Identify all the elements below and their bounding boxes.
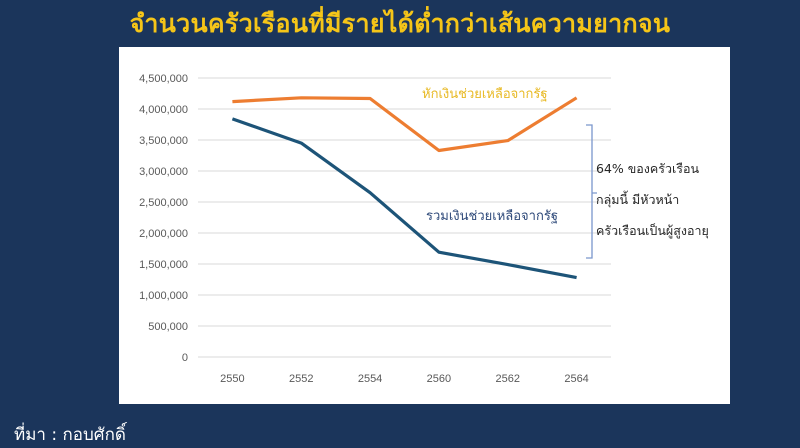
y-tick-label: 2,000,000 [139, 228, 188, 240]
line-chart: 0 500,000 1,000,000 1,500,000 2,000,000 2,500… [139, 73, 611, 385]
series-label-including-aid: รวมเงินช่วยเหลือจากรัฐ [426, 209, 558, 224]
y-tick-label: 1,000,000 [139, 290, 188, 302]
series-label-deducted-aid: หักเงินช่วยเหลือจากรัฐ [422, 87, 548, 102]
x-tick-label: 2552 [289, 373, 313, 385]
x-tick-label: 2550 [220, 373, 244, 385]
x-tick-label: 2562 [496, 373, 520, 385]
annotation-line: ครัวเรือนเป็นผู้สูงอายุ [596, 223, 709, 238]
y-tick-label: 3,500,000 [139, 135, 188, 147]
y-tick-label: 500,000 [148, 321, 188, 333]
x-tick-label: 2564 [564, 373, 588, 385]
y-tick-label: 4,000,000 [139, 104, 188, 116]
annotation-line: กลุ่มนี้ มีหัวหน้า [596, 192, 680, 207]
elderly-annotation: 64% ของครัวเรือน กลุ่มนี้ มีหัวหน้า ครัว… [596, 153, 709, 246]
x-tick-label: 2554 [358, 373, 382, 385]
y-tick-label: 3,000,000 [139, 166, 188, 178]
y-tick-label: 0 [182, 352, 188, 364]
chart-title: จำนวนครัวเรือนที่มีรายได้ต่ำกว่าเส้นความ… [129, 9, 671, 38]
series-line-deducted-aid [232, 96, 578, 153]
x-tick-label: 2560 [427, 373, 451, 385]
y-tick-label: 4,500,000 [139, 73, 188, 85]
y-tick-label: 2,500,000 [139, 197, 188, 209]
series-line-including-aid [231, 117, 577, 280]
chart-panel: 0 500,000 1,000,000 1,500,000 2,000,000 2,500… [119, 47, 730, 404]
y-tick-label: 1,500,000 [139, 259, 188, 271]
bracket-icon [586, 124, 597, 259]
annotation-line: 64% ของครัวเรือน [596, 161, 700, 176]
source-caption: ที่มา : กอบศักดิ์ [14, 425, 126, 445]
